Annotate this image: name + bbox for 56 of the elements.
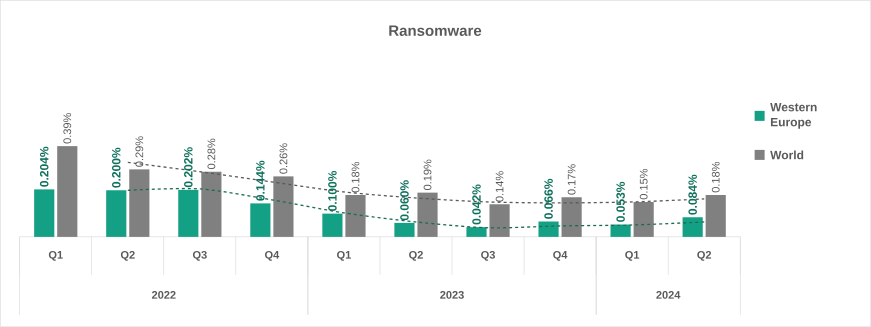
x-tick-label: Q2 (697, 251, 712, 261)
x-tick-label: Q3 (481, 251, 495, 261)
bar (57, 146, 78, 238)
bar (682, 217, 703, 238)
bar (489, 204, 510, 238)
data-label: 0.053% (616, 182, 625, 222)
bar (34, 190, 54, 238)
legend-label: Western Europe (770, 103, 817, 129)
data-label: 0.060% (400, 180, 409, 220)
data-label: 0.18% (712, 162, 720, 193)
x-tick-label: Q4 (553, 251, 568, 261)
x-tick-label: Q1 (48, 251, 63, 261)
x-tick-label: Q3 (192, 251, 207, 261)
bar (706, 195, 726, 238)
bar (610, 224, 631, 238)
data-label: 0.18% (352, 162, 360, 193)
bar (538, 222, 559, 238)
data-label: 0.14% (496, 171, 504, 202)
bar (178, 190, 198, 238)
chart-title: Ransomware (389, 26, 482, 36)
data-label: 0.39% (63, 113, 72, 144)
bar (322, 214, 342, 238)
bar (250, 204, 270, 238)
legend-label: World (770, 150, 804, 160)
x-tick-label: Q2 (409, 251, 423, 261)
x-tick-label: Q2 (120, 251, 135, 261)
data-label: 0.204% (40, 146, 48, 187)
data-label: 0.144% (256, 160, 265, 201)
data-label: 0.100% (328, 171, 337, 212)
x-tick-label: Q1 (337, 251, 351, 261)
bar (466, 227, 487, 238)
text: 2022 (152, 291, 176, 299)
data-label: 0.084% (688, 174, 697, 215)
bar (394, 223, 415, 238)
bar (201, 172, 222, 238)
x-tick-label: Q4 (265, 251, 280, 261)
bar (106, 190, 126, 238)
text: 2023 (440, 291, 464, 299)
data-label: 0.200% (112, 148, 121, 188)
x-tick-label: Q1 (625, 251, 640, 261)
data-label: 0.29% (135, 136, 144, 167)
text: 2024 (656, 291, 680, 299)
bar (417, 192, 438, 238)
data-label: 0.202% (184, 147, 193, 188)
data-label: 0.28% (207, 138, 216, 170)
data-label: 0.26% (280, 144, 288, 174)
bar (634, 202, 654, 238)
data-label: 0.042% (472, 184, 481, 225)
bar (273, 176, 294, 238)
data-label: 0.17% (568, 164, 576, 195)
data-label: 0.15% (640, 169, 648, 200)
bar (129, 170, 150, 238)
bar (562, 197, 582, 238)
data-label: 0.066% (544, 179, 553, 220)
bar (345, 195, 366, 238)
data-label: 0.19% (424, 160, 432, 190)
